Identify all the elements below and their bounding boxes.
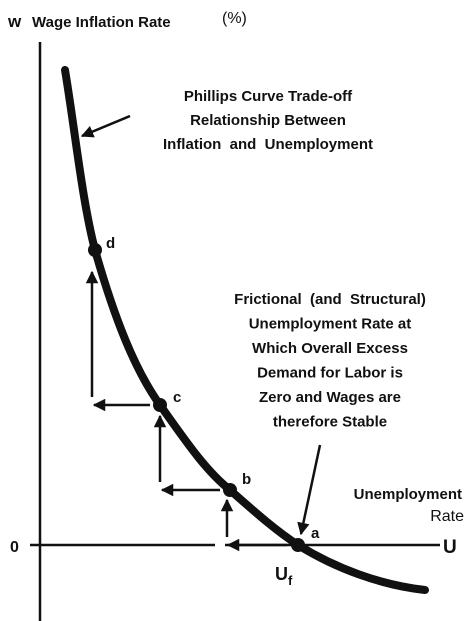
annotation: Phillips Curve Trade-off Relationship Bet… [163, 88, 373, 153]
y-label: Wage Inflation Rate [32, 14, 171, 31]
point [153, 398, 167, 412]
arrow [297, 444, 322, 536]
y-symbol: w [7, 12, 22, 31]
annotation-line: Relationship Between [190, 112, 346, 129]
point-label: c [173, 389, 181, 406]
annotation-line: Zero and Wages are [259, 389, 401, 406]
point [291, 538, 305, 552]
x-label: Rate [430, 508, 464, 525]
y-unit: (%) [222, 10, 247, 27]
point [223, 483, 237, 497]
arrow [80, 114, 131, 138]
natural-rate: Uf [275, 564, 293, 588]
phillips-curve [61, 66, 429, 594]
annotation-line: Which Overall Excess [252, 340, 408, 357]
annotation-line: Unemployment Rate at [249, 316, 412, 333]
annotation-line: Phillips Curve Trade-off [184, 88, 353, 105]
point-label: b [242, 471, 251, 488]
annotation: Frictional (and Structural) Unemployment … [234, 291, 426, 431]
natural-rate-subscript: f [288, 573, 293, 588]
annotation-line: Demand for Labor is [257, 365, 403, 382]
origin: 0 [10, 539, 19, 556]
annotation-line: Frictional (and Structural) [234, 291, 426, 308]
x-label: Unemployment [354, 486, 462, 503]
arrows [80, 114, 322, 552]
annotation-line: Inflation and Unemployment [163, 136, 373, 153]
point-label: a [311, 525, 320, 542]
point [88, 243, 102, 257]
natural-rate-symbol: U [275, 564, 288, 584]
point-label: d [106, 235, 115, 252]
x-symbol: U [443, 537, 457, 558]
annotation-line: therefore Stable [273, 414, 387, 431]
